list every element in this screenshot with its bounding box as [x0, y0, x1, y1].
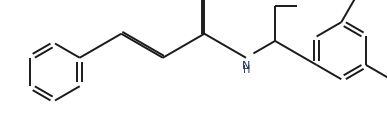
Text: N: N: [242, 61, 251, 71]
Text: H: H: [243, 65, 250, 75]
